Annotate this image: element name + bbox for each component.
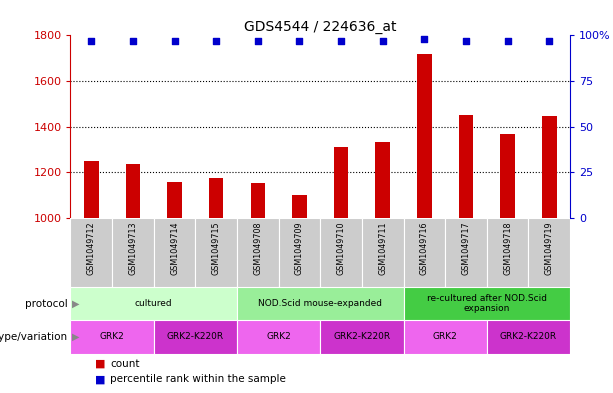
Text: ▶: ▶ bbox=[72, 299, 79, 309]
Bar bbox=[237, 320, 320, 354]
Bar bbox=[251, 184, 265, 218]
Text: GSM1049717: GSM1049717 bbox=[462, 222, 471, 275]
Point bbox=[336, 38, 346, 44]
Point bbox=[211, 38, 221, 44]
Text: protocol: protocol bbox=[25, 299, 67, 309]
Bar bbox=[237, 287, 403, 320]
Text: GSM1049716: GSM1049716 bbox=[420, 222, 429, 275]
Title: GDS4544 / 224636_at: GDS4544 / 224636_at bbox=[244, 20, 397, 34]
Text: genotype/variation: genotype/variation bbox=[0, 332, 67, 342]
Text: GRK2: GRK2 bbox=[100, 332, 124, 342]
Bar bbox=[487, 218, 528, 287]
Bar bbox=[84, 162, 99, 218]
Point bbox=[170, 38, 180, 44]
Bar bbox=[403, 320, 487, 354]
Text: GSM1049718: GSM1049718 bbox=[503, 222, 512, 275]
Bar bbox=[403, 218, 445, 287]
Text: re-cultured after NOD.Scid
expansion: re-cultured after NOD.Scid expansion bbox=[427, 294, 547, 313]
Text: GRK2-K220R: GRK2-K220R bbox=[167, 332, 224, 342]
Bar bbox=[528, 218, 570, 287]
Bar bbox=[375, 141, 390, 218]
Bar bbox=[417, 53, 432, 218]
Bar bbox=[112, 218, 154, 287]
Point bbox=[128, 38, 138, 44]
Bar bbox=[167, 182, 182, 218]
Text: GSM1049710: GSM1049710 bbox=[337, 222, 346, 275]
Text: percentile rank within the sample: percentile rank within the sample bbox=[110, 374, 286, 384]
Text: ■: ■ bbox=[95, 374, 105, 384]
Bar bbox=[126, 164, 140, 218]
Text: GRK2: GRK2 bbox=[266, 332, 291, 342]
Bar bbox=[445, 218, 487, 287]
Text: GRK2-K220R: GRK2-K220R bbox=[500, 332, 557, 342]
Bar bbox=[542, 116, 557, 218]
Text: ■: ■ bbox=[95, 358, 105, 369]
Bar bbox=[70, 320, 154, 354]
Bar bbox=[320, 320, 403, 354]
Text: GSM1049712: GSM1049712 bbox=[87, 222, 96, 275]
Bar bbox=[279, 218, 321, 287]
Bar bbox=[334, 147, 348, 218]
Text: GSM1049714: GSM1049714 bbox=[170, 222, 179, 275]
Bar bbox=[154, 320, 237, 354]
Point bbox=[295, 38, 305, 44]
Point bbox=[253, 38, 263, 44]
Point bbox=[86, 38, 96, 44]
Bar bbox=[154, 218, 196, 287]
Text: NOD.Scid mouse-expanded: NOD.Scid mouse-expanded bbox=[258, 299, 383, 308]
Bar bbox=[459, 115, 473, 218]
Bar bbox=[70, 218, 112, 287]
Bar bbox=[487, 320, 570, 354]
Bar bbox=[209, 178, 224, 218]
Text: GSM1049709: GSM1049709 bbox=[295, 222, 304, 275]
Point bbox=[503, 38, 512, 44]
Bar bbox=[320, 218, 362, 287]
Point bbox=[461, 38, 471, 44]
Text: GSM1049708: GSM1049708 bbox=[253, 222, 262, 275]
Text: GSM1049715: GSM1049715 bbox=[211, 222, 221, 275]
Bar bbox=[70, 287, 237, 320]
Text: GRK2-K220R: GRK2-K220R bbox=[333, 332, 390, 342]
Bar bbox=[500, 134, 515, 218]
Bar bbox=[362, 218, 403, 287]
Point bbox=[378, 38, 387, 44]
Text: cultured: cultured bbox=[135, 299, 173, 308]
Bar bbox=[292, 195, 306, 218]
Bar bbox=[196, 218, 237, 287]
Point bbox=[544, 38, 554, 44]
Bar bbox=[237, 218, 279, 287]
Point bbox=[419, 36, 429, 42]
Text: count: count bbox=[110, 358, 140, 369]
Text: GSM1049713: GSM1049713 bbox=[129, 222, 137, 275]
Text: GSM1049711: GSM1049711 bbox=[378, 222, 387, 275]
Text: GRK2: GRK2 bbox=[433, 332, 457, 342]
Text: GSM1049719: GSM1049719 bbox=[545, 222, 554, 275]
Text: ▶: ▶ bbox=[72, 332, 79, 342]
Bar bbox=[403, 287, 570, 320]
